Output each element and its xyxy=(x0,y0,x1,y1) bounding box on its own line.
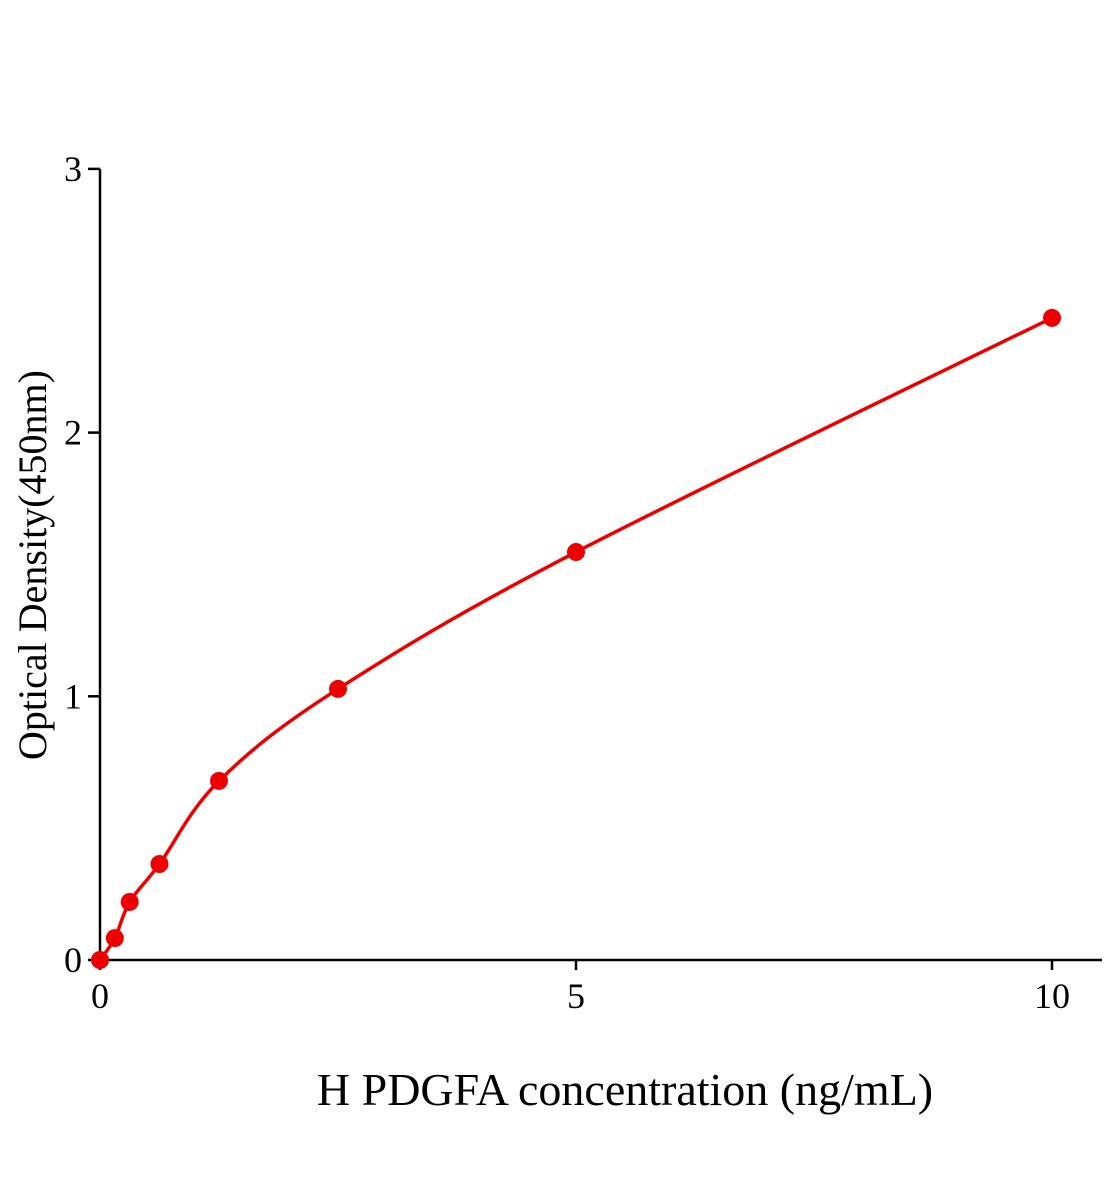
data-marks xyxy=(91,308,1061,969)
y-tick-label: 1 xyxy=(64,676,82,716)
axes: 0 5 10 0 1 2 3 xyxy=(64,149,1102,1016)
y-axis-label: Optical Density(450nm) xyxy=(10,370,55,760)
data-point xyxy=(567,543,585,562)
data-point xyxy=(105,929,124,948)
x-tick-label: 10 xyxy=(1034,976,1070,1016)
data-point xyxy=(210,771,228,790)
y-tick-label: 3 xyxy=(64,149,82,189)
fit-curve xyxy=(98,316,1053,962)
x-tick-label: 5 xyxy=(567,976,585,1016)
x-axis-label: H PDGFA concentration (ng/mL) xyxy=(317,1064,933,1115)
data-point xyxy=(91,951,109,969)
y-tick-label: 2 xyxy=(64,413,82,453)
data-point xyxy=(1043,308,1061,327)
data-point xyxy=(120,892,139,911)
data-point xyxy=(329,679,347,698)
data-point xyxy=(150,855,169,874)
y-tick-label: 0 xyxy=(64,940,82,980)
x-tick-label: 0 xyxy=(91,976,109,1016)
